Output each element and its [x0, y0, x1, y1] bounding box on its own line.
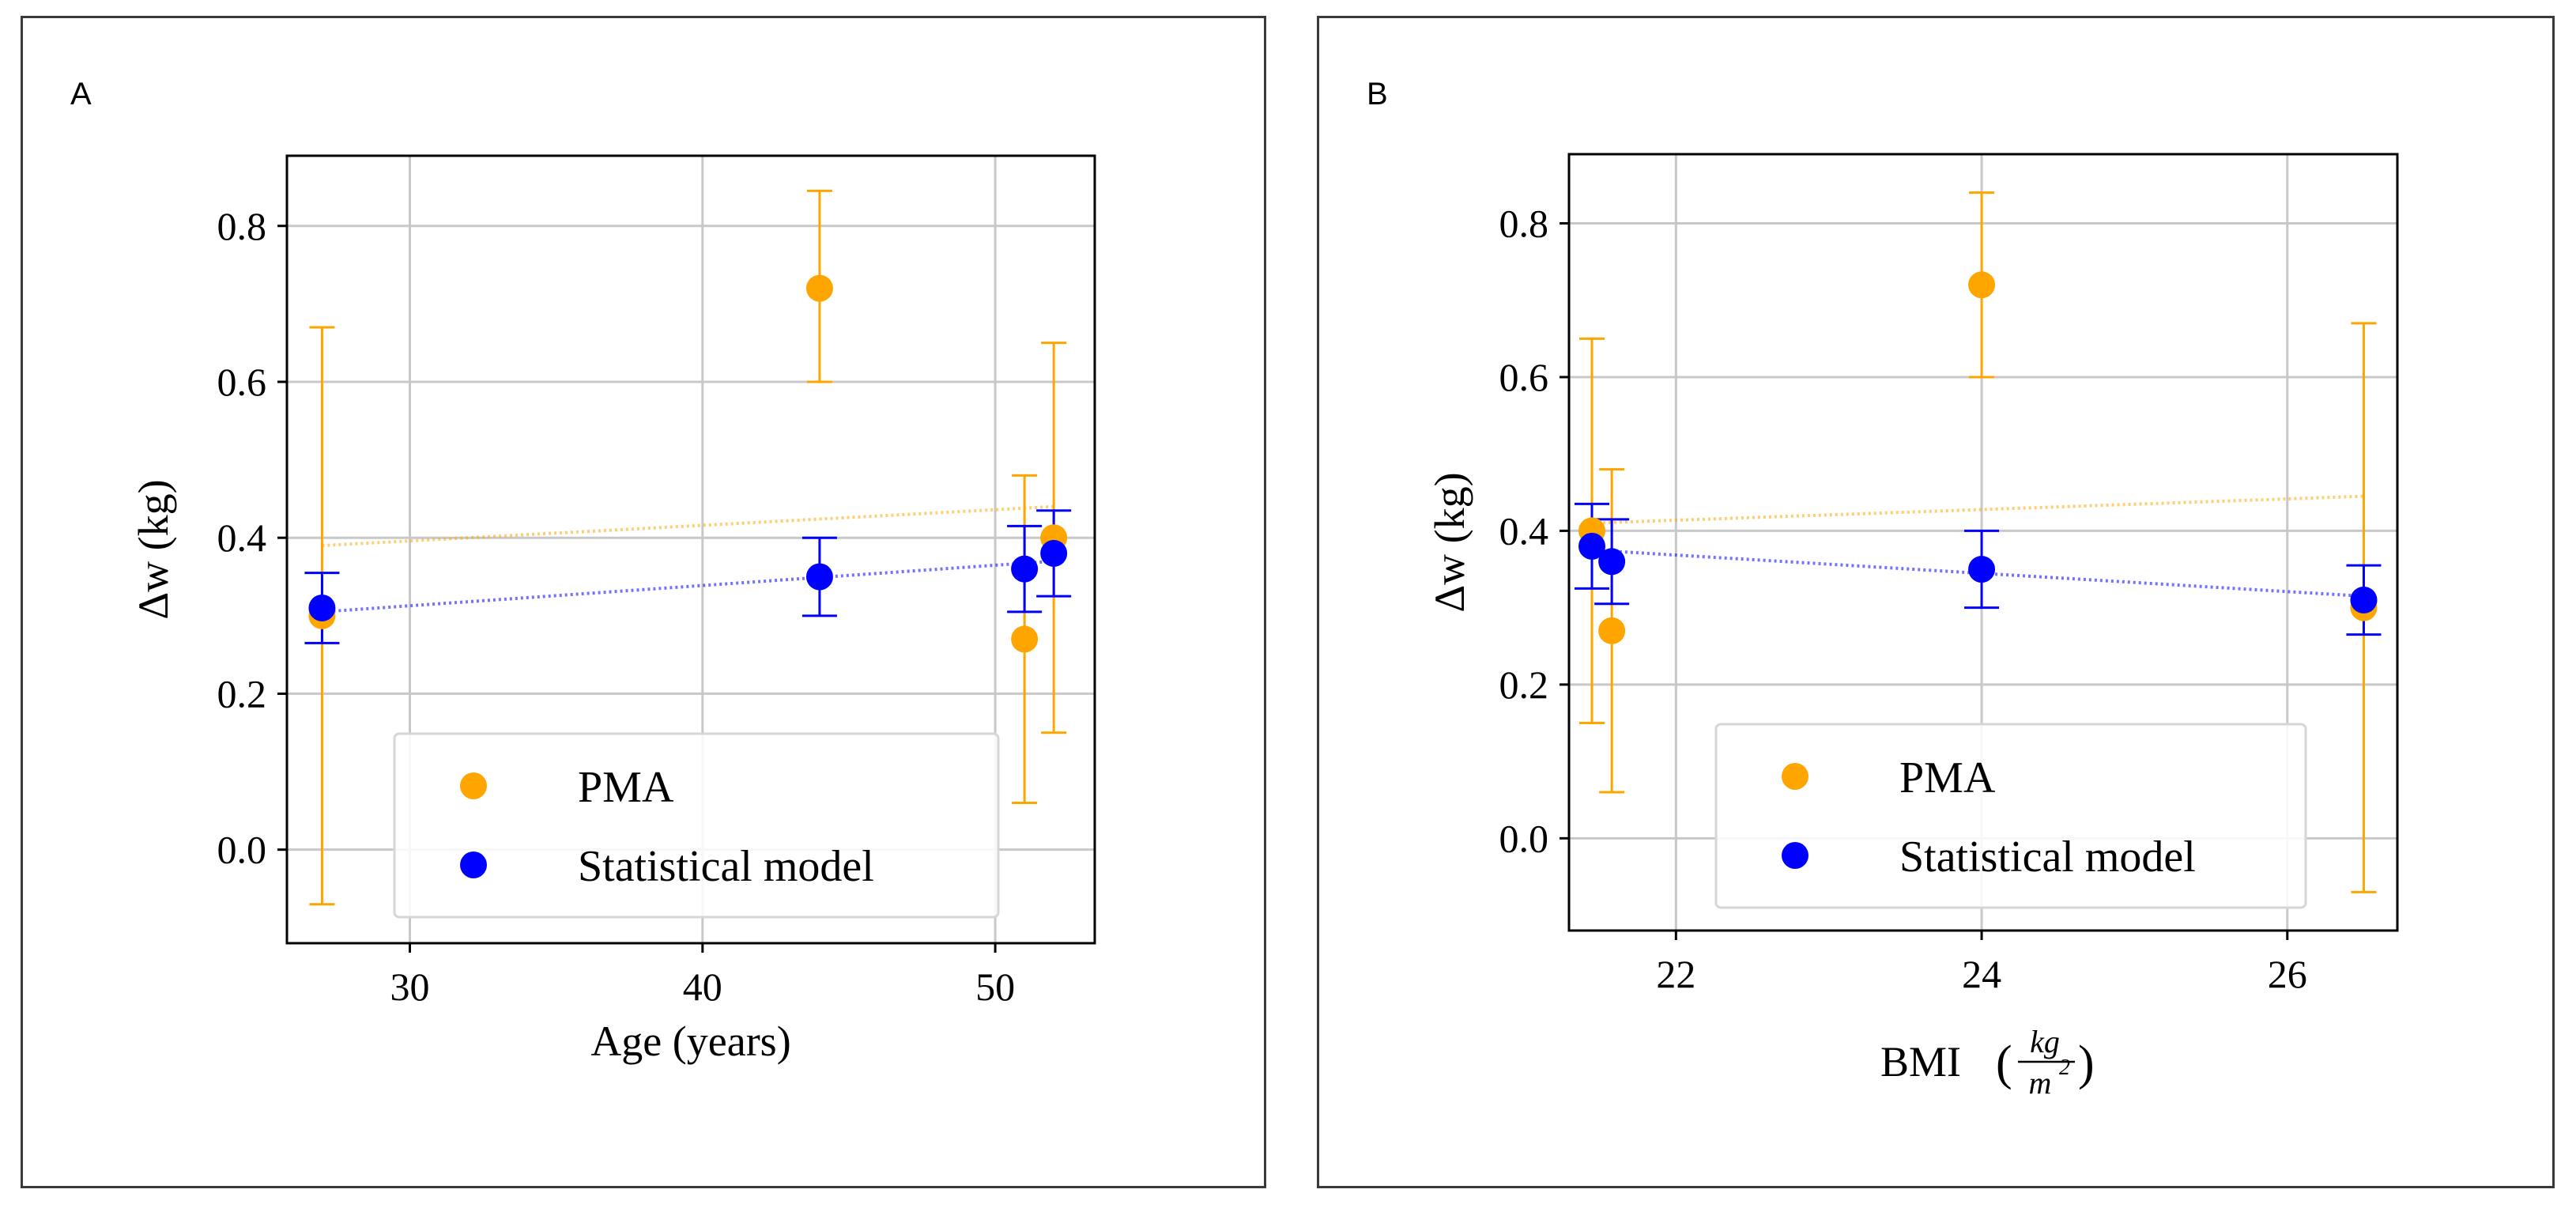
y-tick-label: 0.4 — [217, 515, 267, 560]
x-tick-label: 26 — [2268, 952, 2307, 996]
fraction-exponent: 2 — [2059, 1055, 2070, 1080]
x-tick-label: 50 — [975, 965, 1015, 1009]
y-tick-label: 0.0 — [1499, 816, 1549, 860]
y-tick-label: 0.2 — [1499, 663, 1549, 707]
point-statistical-model — [1011, 555, 1039, 583]
legend-entry-label: PMA — [578, 763, 674, 812]
panel-label: A — [70, 77, 92, 111]
legend-box — [393, 732, 1000, 919]
legend-entry-label: PMA — [1899, 753, 1996, 802]
point-pma — [805, 274, 833, 302]
point-statistical-model — [1040, 539, 1068, 567]
y-tick-label: 0.8 — [1499, 202, 1549, 246]
point-statistical-model — [308, 594, 336, 621]
panel-label: B — [1367, 77, 1388, 111]
point-statistical-model — [1598, 548, 1626, 576]
legend-box — [1714, 723, 2307, 909]
trend-line-pma — [322, 504, 1054, 548]
y-axis-label: Δw (kg) — [1426, 472, 1473, 612]
trend-line-statistical-model — [322, 559, 1054, 614]
x-axis-label: BMI ( kg m 2) — [1880, 1024, 2095, 1101]
x-tick-label: 30 — [390, 965, 430, 1009]
x-axis-label-text: BMI — [1880, 1038, 1961, 1086]
point-pma — [1968, 271, 1996, 299]
trend-line-statistical-model — [1591, 548, 2364, 598]
legend: PMA Statistical model — [393, 732, 1000, 919]
y-tick-label: 0.2 — [217, 671, 267, 715]
x-tick-label: 40 — [683, 965, 722, 1009]
legend-marker-pma — [460, 772, 487, 799]
point-statistical-model — [1578, 532, 1606, 560]
trend-line-pma — [1591, 494, 2364, 525]
fraction-numerator: kg — [2030, 1024, 2060, 1059]
paren-left: ( — [1996, 1036, 2012, 1090]
point-statistical-model — [805, 563, 833, 591]
legend-marker-statistical-model — [1782, 842, 1808, 869]
x-tick-label: 24 — [1962, 952, 2001, 996]
point-pma — [1011, 625, 1039, 653]
x-axis-label: Age (years) — [590, 1018, 790, 1065]
fraction-denominator: m — [2029, 1065, 2052, 1101]
legend-entry-label: Statistical model — [1899, 833, 2196, 882]
paren-right: ) — [2078, 1036, 2095, 1090]
y-tick-label: 0.4 — [1499, 508, 1549, 553]
plot-frame — [285, 154, 1096, 945]
legend: PMA Statistical model — [1714, 723, 2307, 909]
point-statistical-model — [1968, 556, 1996, 583]
chart-a-svg: 30 40 50 0.0 0.2 0.4 0.6 0.8 Δw (kg) Age (years) P… — [130, 154, 1096, 1065]
legend-marker-pma — [1782, 763, 1808, 790]
legend-marker-statistical-model — [460, 851, 487, 878]
y-tick-label: 0.6 — [1499, 355, 1549, 399]
point-pma — [1598, 617, 1626, 644]
y-tick-label: 0.8 — [217, 204, 267, 248]
y-tick-label: 0.0 — [217, 828, 267, 872]
x-tick-label: 22 — [1656, 952, 1695, 996]
point-statistical-model — [2350, 586, 2378, 614]
y-axis-label: Δw (kg) — [130, 479, 177, 619]
legend-entry-label: Statistical model — [578, 842, 874, 891]
plot-frame — [1567, 153, 2399, 932]
chart-panel-b: B 22 24 26 0.0 0.2 0.4 0.6 0.8 Δw (kg) BMI ( kg m 2) P… — [1317, 16, 2555, 1188]
y-tick-label: 0.6 — [217, 360, 267, 404]
chart-b-svg: 22 24 26 0.0 0.2 0.4 0.6 0.8 Δw (kg) BMI ( kg m 2) PMA… — [1426, 153, 2399, 1101]
chart-panel-a: A 30 40 50 0.0 0.2 0.4 0.6 0.8 Δw (kg) Age (years… — [21, 16, 1266, 1188]
